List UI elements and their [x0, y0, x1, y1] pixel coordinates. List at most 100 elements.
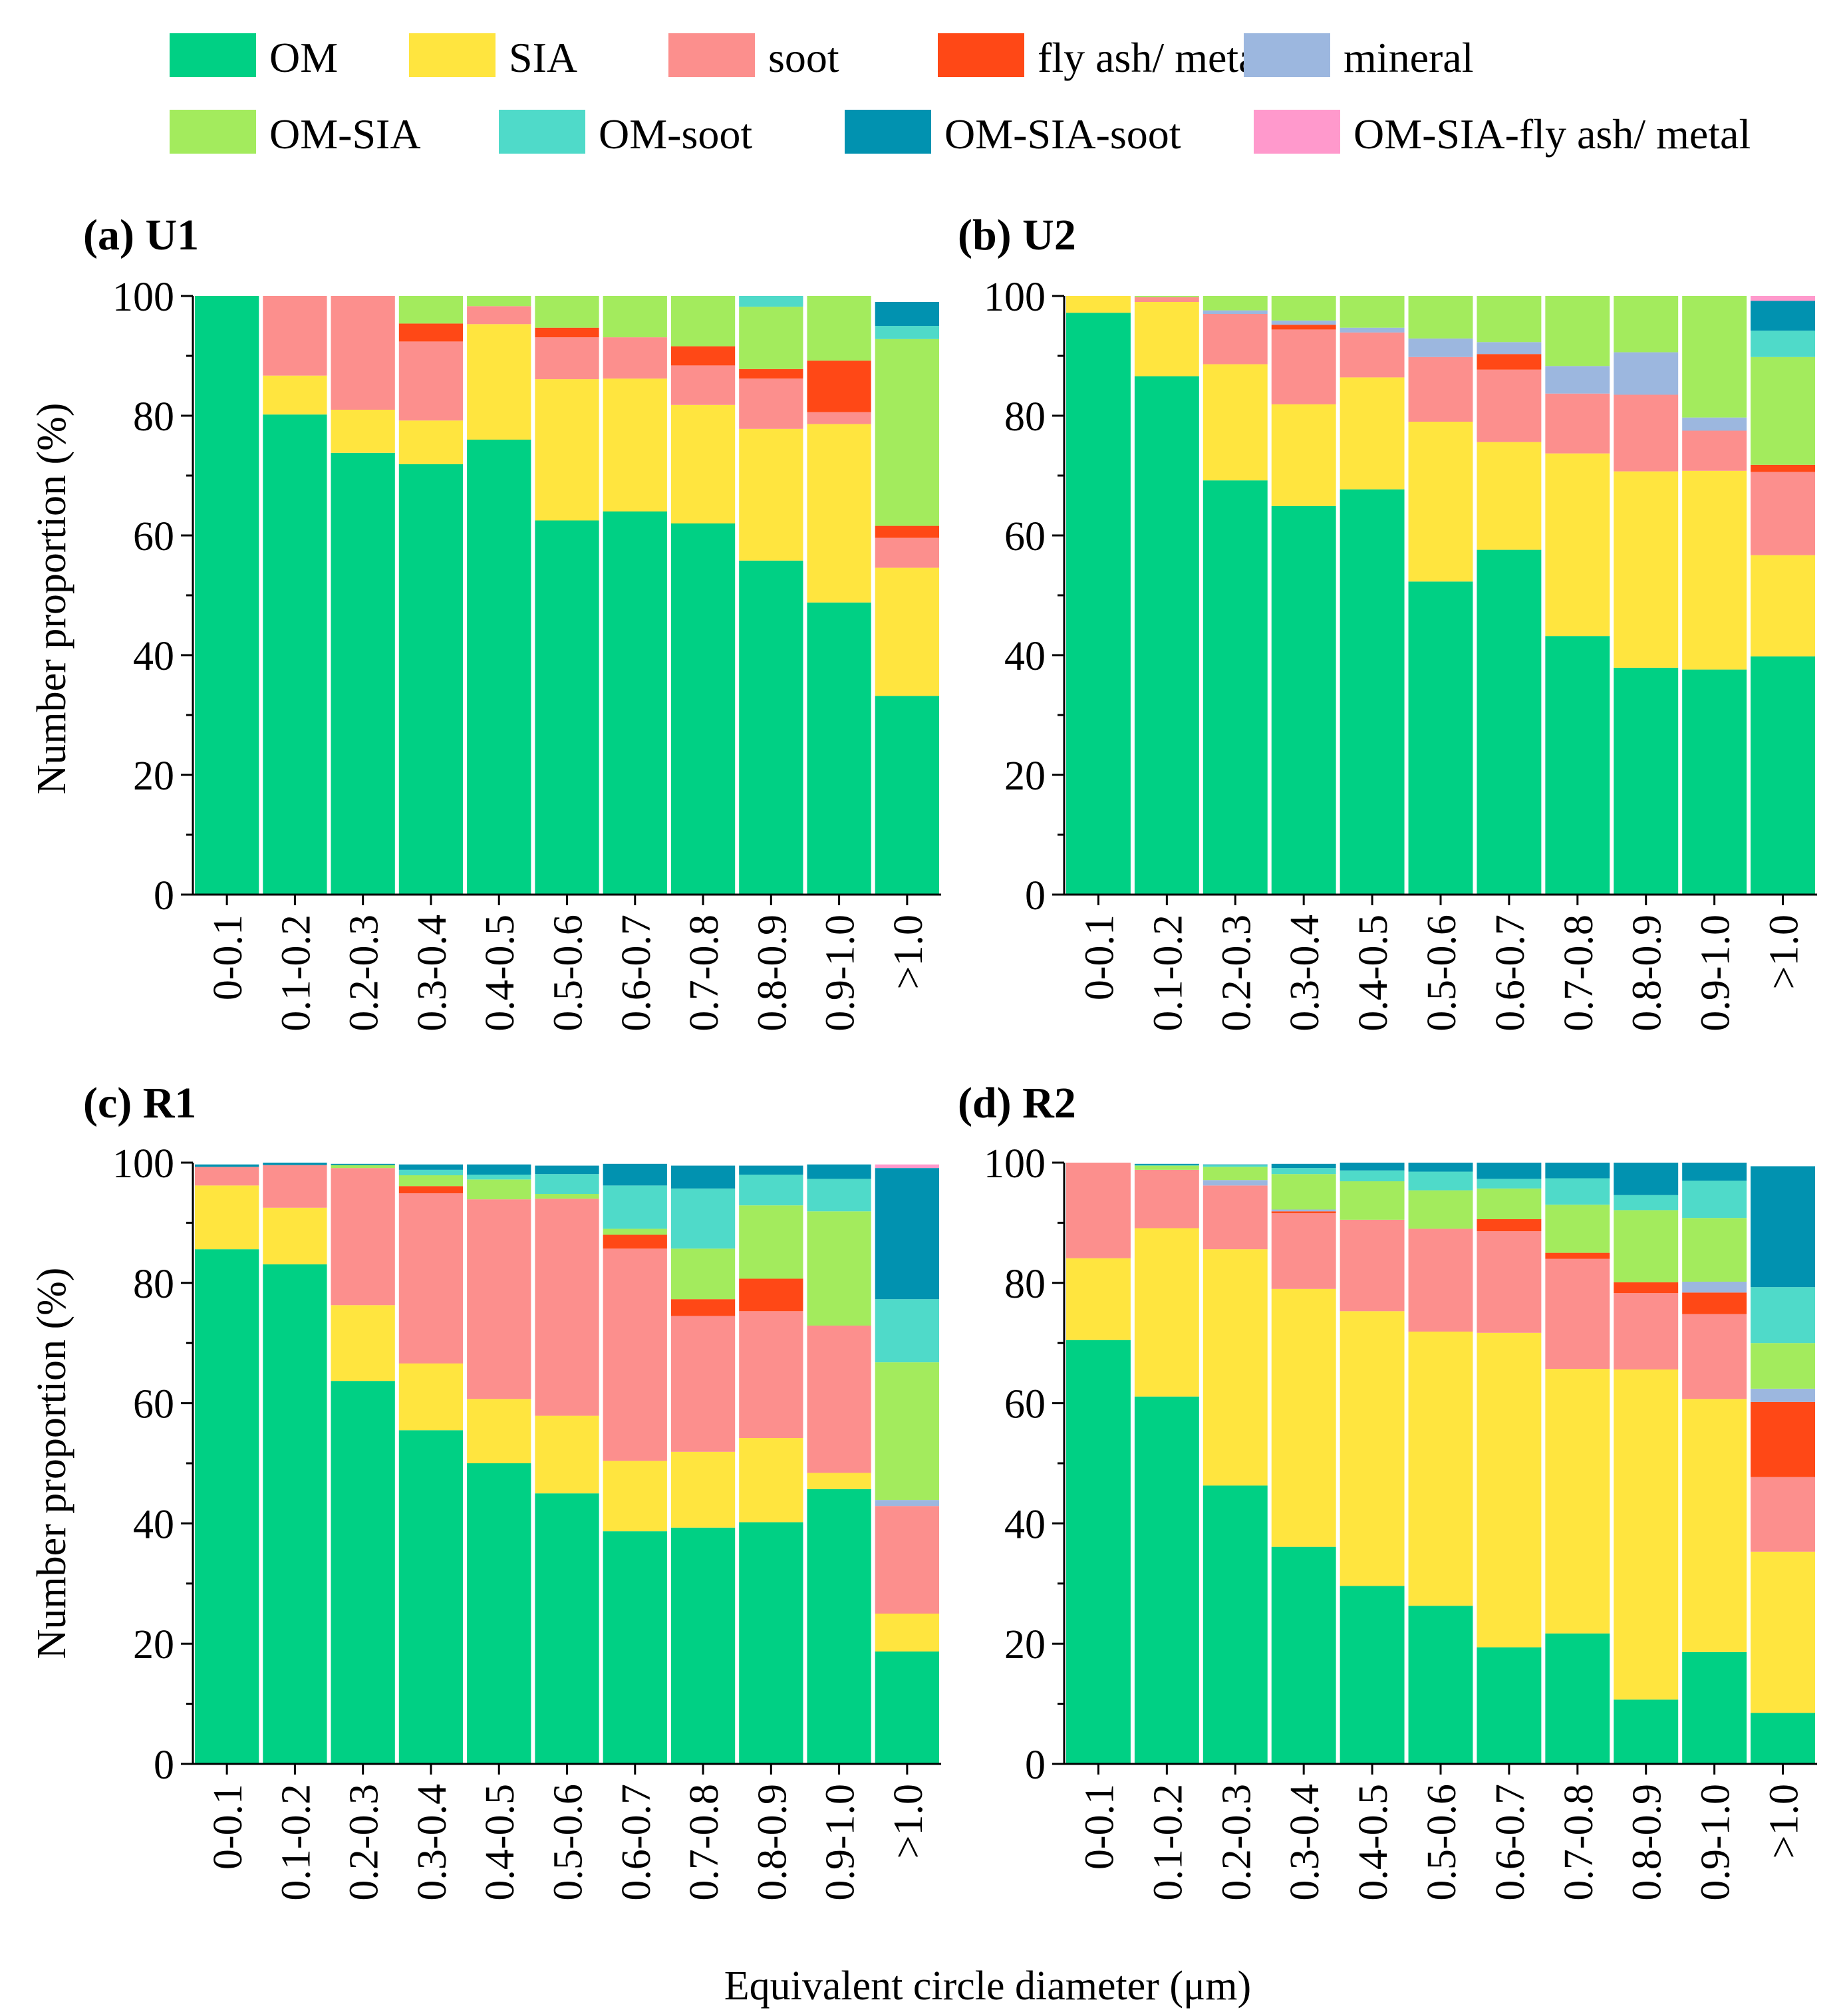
bar-segment-om-0-3-0-4	[1271, 505, 1336, 895]
bar-segment-om-sia-0-3-0-4	[1271, 1174, 1336, 1210]
bar-segment-soot-0-3-0-4	[398, 1193, 464, 1364]
bar-segment-om-0-8-0-9	[739, 560, 803, 895]
legend-item-om-sia-soot: OM-SIA-soot	[845, 110, 1181, 158]
bar-segment-om-sia-0-2-0-3	[1203, 296, 1268, 311]
bar-segment-om-0-6-0-7	[1477, 1647, 1542, 1764]
x-tick-label: 0.4-0.5	[1351, 915, 1396, 1032]
bar-segment-om-sia-0-7-0-8	[1545, 296, 1610, 366]
legend-item-om-sia: OM-SIA	[170, 110, 421, 158]
x-tick-label: 0.8-0.9	[1625, 1784, 1670, 1901]
bar-segment-om-0-8-0-9	[1614, 667, 1679, 895]
bar-segment-sia-0-8-0-9	[739, 1438, 803, 1522]
bar-segment-om-sia-0-3-0-4	[398, 1175, 464, 1187]
bar-segment-om-0-4-0-5	[467, 440, 531, 895]
bar-segment-soot-0-5-0-6	[535, 1199, 599, 1416]
bar-segment-om-1-0	[875, 696, 939, 895]
bar-segment-om-sia-soot-1-0	[1751, 301, 1815, 331]
bar-segment-sia-0-8-0-9	[739, 428, 803, 561]
legend-swatch-om-sia	[170, 110, 256, 154]
bar-segment-sia-1-0	[875, 1614, 939, 1652]
bar-segment-om-sia-soot-0-4-0-5	[467, 1164, 531, 1175]
bar-segment-soot-0-1-0-2	[1134, 1169, 1199, 1228]
bar-segment-om-soot-0-6-0-7	[1477, 1179, 1542, 1189]
y-tick-label: 20	[133, 754, 174, 799]
bar-segment-sia-0-2-0-3	[331, 410, 395, 453]
bar-segment-om-0-5-0-6	[535, 1493, 599, 1764]
bar-segment-om-soot-0-9-1-0	[807, 1179, 871, 1212]
legend-item-soot: soot	[668, 33, 839, 81]
bar-segment-soot-0-4-0-5	[467, 1199, 531, 1399]
bar-segment-sia-0-4-0-5	[1340, 1311, 1405, 1586]
bar-segment-fly-ash-metal-0-7-0-8	[670, 346, 736, 366]
bar-segment-soot-0-1-0-2	[1134, 297, 1199, 302]
bar-segment-om-0-2-0-3	[331, 452, 395, 895]
bar-segment-soot-1-0	[875, 537, 939, 568]
bar-segment-om-0-0-1	[195, 1249, 259, 1764]
y-tick-label: 20	[1004, 754, 1046, 799]
bar-segment-om-sia-0-7-0-8	[670, 296, 736, 347]
bar-segment-om-sia-1-0	[1751, 1343, 1815, 1389]
bar-segment-om-sia-soot-0-0-1	[195, 1164, 259, 1167]
x-tick-label: 0.9-1.0	[818, 915, 863, 1032]
bar-segment-om-soot-0-4-0-5	[1340, 1170, 1405, 1182]
x-tick-label: 0.8-0.9	[750, 1784, 795, 1901]
bar-segment-sia-0-0-1	[1066, 296, 1131, 313]
bar-segment-sia-0-9-1-0	[807, 424, 871, 603]
bar-segment-om-sia-0-9-1-0	[807, 1211, 871, 1326]
bar-segment-soot-0-8-0-9	[739, 1311, 803, 1439]
bar-segment-om-sia-soot-0-9-1-0	[807, 1164, 871, 1179]
bar-segment-om-sia-soot-0-6-0-7	[1477, 1163, 1542, 1179]
bar-segment-om-0-9-1-0	[807, 1489, 871, 1764]
y-tick-label: 40	[1004, 634, 1046, 679]
y-axis-label-bottom: Number proportion (%)	[29, 1268, 74, 1659]
bar-segment-om-sia-0-7-0-8	[1545, 1205, 1610, 1253]
bar-segment-om-0-6-0-7	[603, 511, 667, 895]
panel-a-u1: (a) U1 0 20 40 60 80 100 0-0.1 0.1-0.2 0.2-0.3 0.3…	[83, 211, 941, 1032]
x-tick-label: 0-0.1	[206, 1784, 251, 1870]
legend-swatch-mineral	[1244, 33, 1330, 77]
y-tick-label: 20	[1004, 1622, 1046, 1667]
x-tick-label: 0.3-0.4	[1282, 915, 1328, 1032]
bar-segment-soot-0-1-0-2	[263, 1165, 327, 1208]
bar-segment-mineral-0-6-0-7	[1477, 342, 1542, 355]
bar-segment-om-0-0-1	[195, 296, 259, 895]
x-tick-label: 0.9-1.0	[1693, 915, 1739, 1032]
x-tick-label: >1.0	[886, 915, 931, 989]
bar-segment-soot-0-2-0-3	[1203, 1185, 1268, 1250]
bar-segment-mineral-1-0	[875, 1500, 939, 1507]
x-tick-label: 0.4-0.5	[478, 1784, 523, 1901]
bar-segment-om-0-0-1	[1066, 1340, 1131, 1764]
bar-segment-om-sia-0-3-0-4	[1271, 296, 1336, 321]
bar-segment-om-sia-0-2-0-3	[1203, 1167, 1268, 1181]
panel-title: (b) U2	[958, 211, 1076, 259]
bar-segment-om-sia-0-8-0-9	[1614, 1210, 1679, 1282]
panel-title: (a) U1	[83, 211, 199, 259]
bar-segment-om-sia-0-4-0-5	[1340, 1181, 1405, 1220]
bar-segment-mineral-0-3-0-4	[1271, 320, 1336, 325]
bar-segment-om-soot-1-0	[875, 326, 939, 339]
bar-segment-om-soot-0-1-0-2	[1134, 1165, 1199, 1166]
bar-segment-om-1-0	[1751, 1713, 1815, 1764]
bar-segment-om-sia-soot-0-3-0-4	[398, 1164, 464, 1170]
bar-segment-fly-ash-metal-0-6-0-7	[1477, 1219, 1542, 1232]
bar-segment-om-sia-fly-ash-metal-1-0	[1751, 296, 1815, 301]
bar-segment-om-0-1-0-2	[263, 1264, 327, 1764]
legend-item-om: OM	[170, 33, 338, 81]
bar-segment-sia-0-5-0-6	[535, 1415, 599, 1494]
bar-segment-fly-ash-metal-0-9-1-0	[1682, 1292, 1747, 1314]
legend-item-fly-ash-metal: fly ash/ metal	[938, 33, 1269, 81]
bar-segment-om-0-7-0-8	[670, 1527, 736, 1764]
bar-segment-soot-1-0	[1751, 472, 1815, 555]
bar-segment-soot-1-0	[1751, 1477, 1815, 1552]
bar-segment-om-0-9-1-0	[1682, 669, 1747, 895]
bar-segment-soot-0-4-0-5	[1340, 1219, 1405, 1312]
bar-segment-om-0-7-0-8	[670, 523, 736, 895]
bar-segment-sia-0-1-0-2	[263, 1207, 327, 1264]
bar-segment-fly-ash-metal-0-3-0-4	[1271, 325, 1336, 330]
bar-segment-soot-0-3-0-4	[1271, 329, 1336, 404]
bar-segment-soot-0-6-0-7	[1477, 369, 1542, 442]
legend-label-om-soot: OM-soot	[599, 110, 752, 158]
bar-segment-sia-1-0	[1751, 555, 1815, 656]
x-tick-label: 0.6-0.7	[1488, 1784, 1533, 1901]
